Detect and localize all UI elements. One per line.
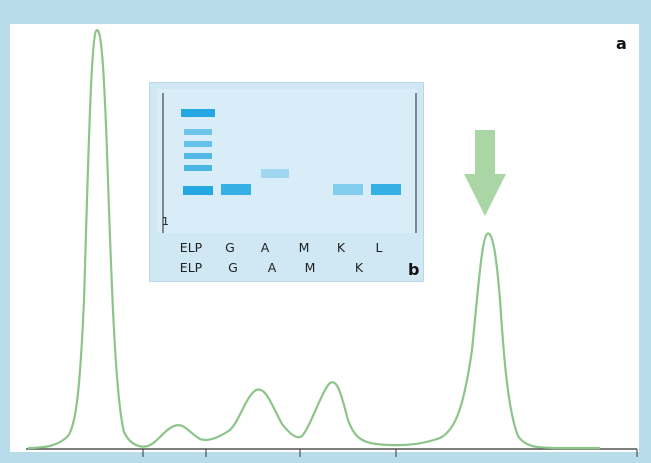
lane-label: M (304, 260, 316, 275)
gel-image (157, 89, 417, 233)
band-k (333, 184, 363, 195)
panel-a-label: a (616, 34, 627, 53)
lane-label: L (375, 240, 383, 255)
band-l (371, 184, 401, 195)
lane-number: 1 (162, 215, 169, 228)
lane-label: G (225, 240, 235, 255)
lane-label: A (260, 240, 270, 255)
down-arrow-icon (464, 130, 506, 216)
lane-label: ELP (179, 240, 203, 255)
lane-labels-row-1: ELP G A M K L (150, 240, 425, 256)
ladder-bands (181, 109, 215, 195)
lane-label: A (267, 260, 277, 275)
band-a (261, 169, 289, 178)
gel-inset: 1 ELP G A M K L ELP G A M K b (149, 82, 424, 282)
panel-b-label: b (408, 260, 420, 279)
lane-label: K (336, 240, 346, 255)
lane-label: M (298, 240, 310, 255)
lane-label: G (228, 260, 238, 275)
band-g (221, 184, 251, 195)
lane-label: K (354, 260, 364, 275)
chromatogram-trace (27, 29, 600, 450)
lane-label: ELP (179, 260, 203, 275)
lane-labels-row-2: ELP G A M K (150, 260, 425, 276)
